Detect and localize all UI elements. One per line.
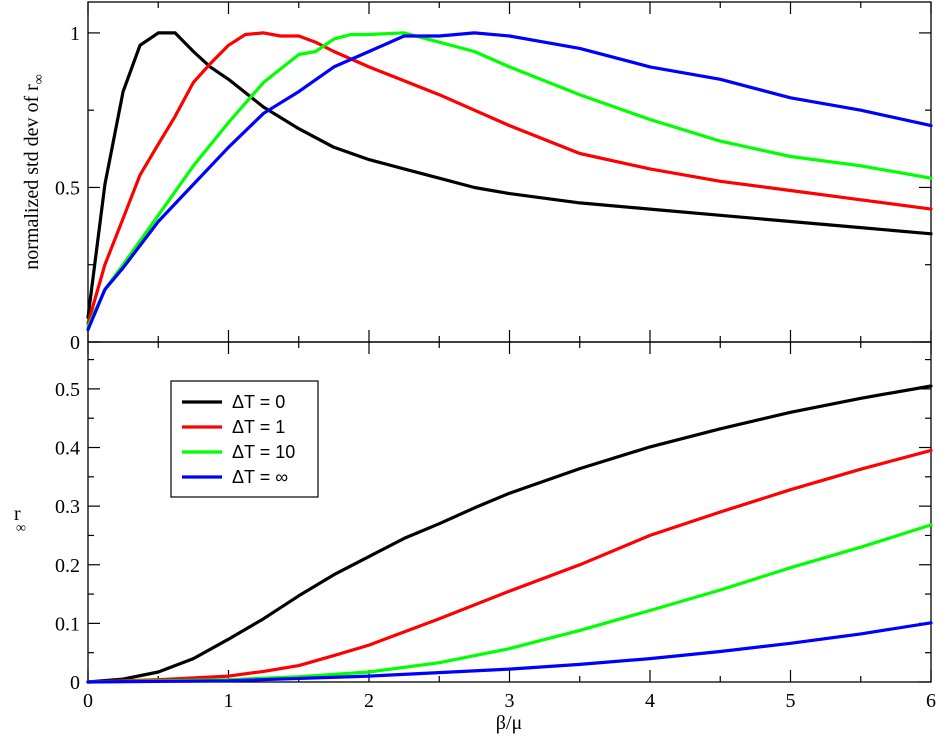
legend-label-dt-1: ΔT = 1 bbox=[232, 417, 285, 437]
legend: ΔT = 0 ΔT = 1 ΔT = 10 ΔT = ∞ bbox=[170, 380, 319, 498]
bottom-y-tick-label: 0.5 bbox=[55, 379, 80, 401]
top-y-tick-label: 0.5 bbox=[55, 177, 80, 199]
bottom-series-lines bbox=[86, 384, 933, 684]
bottom-line-dt-10 bbox=[86, 523, 933, 684]
top-plot-frame bbox=[87, 1, 932, 343]
top-x-ticks bbox=[87, 2, 932, 342]
legend-label-dt-inf: ΔT = ∞ bbox=[232, 467, 288, 487]
bottom-y-tick-label: 0.4 bbox=[55, 438, 80, 460]
top-y-tick-label: 1 bbox=[70, 23, 80, 45]
x-tick-label: 4 bbox=[645, 690, 655, 712]
x-tick-label: 6 bbox=[926, 690, 936, 712]
bottom-y-axis-label-subscript: ∞ bbox=[16, 521, 26, 536]
x-tick-label: 5 bbox=[786, 690, 796, 712]
bottom-line-dt-0 bbox=[86, 384, 933, 684]
top-y-axis-label-subscript: ∞ bbox=[32, 74, 47, 84]
top-series-lines bbox=[86, 31, 933, 332]
bottom-y-tick-label: 0.3 bbox=[55, 496, 80, 518]
legend-entries: ΔT = 0 ΔT = 1 ΔT = 10 ΔT = ∞ bbox=[182, 392, 295, 487]
legend-label-dt-10: ΔT = 10 bbox=[232, 442, 295, 462]
top-y-axis-label: normalized std dev of r∞ bbox=[21, 74, 47, 270]
top-line-dt-inf bbox=[86, 31, 933, 332]
x-tick-label: 2 bbox=[364, 690, 374, 712]
bottom-y-axis-label: r ∞ bbox=[14, 503, 26, 536]
x-axis-label: β/μ bbox=[496, 712, 522, 734]
bottom-line-dt-1 bbox=[86, 448, 933, 684]
bottom-line-dt-inf bbox=[86, 621, 933, 684]
bottom-y-tick-label: 0.2 bbox=[55, 555, 80, 577]
bottom-y-tick-label: 0 bbox=[70, 672, 80, 694]
bottom-y-tick-label: 0.1 bbox=[55, 613, 80, 635]
top-line-dt-1 bbox=[86, 31, 933, 326]
legend-label-dt-0: ΔT = 0 bbox=[232, 392, 285, 412]
x-tick-label: 3 bbox=[505, 690, 515, 712]
top-y-tick-label: 0 bbox=[70, 332, 80, 354]
x-tick-label: 0 bbox=[83, 690, 93, 712]
top-y-ticks: 00.51 bbox=[55, 23, 931, 354]
top-panel: 00.51 normalized std dev of r∞ bbox=[21, 1, 933, 354]
x-tick-label: 1 bbox=[224, 690, 234, 712]
top-line-dt-10 bbox=[86, 31, 933, 329]
bottom-y-axis-label-text: r bbox=[14, 503, 21, 525]
top-line-dt-0 bbox=[86, 31, 933, 319]
top-y-axis-label-text: normalized std dev of r bbox=[21, 84, 43, 270]
